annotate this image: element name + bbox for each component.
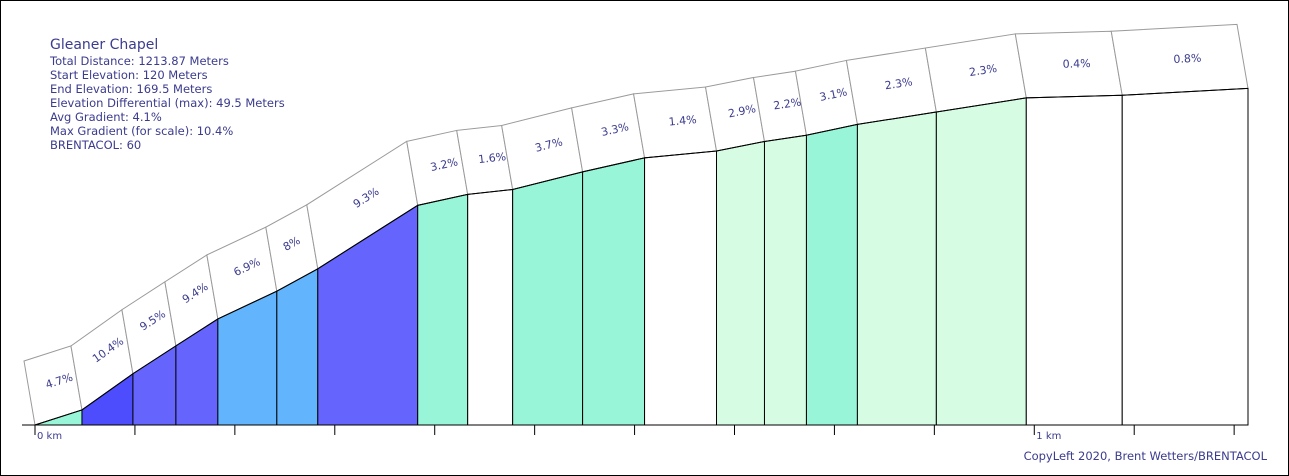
gradient-segment bbox=[467, 188, 514, 426]
gradient-segment bbox=[276, 267, 319, 426]
gradient-segment bbox=[805, 123, 858, 426]
gradient-label: 3.1% bbox=[818, 85, 848, 104]
copyright-notice: CopyLeft 2020, Brent Wetters/BRENTACOL bbox=[1023, 449, 1267, 463]
gradient-segment bbox=[644, 150, 718, 426]
gradient-label: 0.8% bbox=[1173, 52, 1202, 67]
profile-line bbox=[34, 87, 1249, 426]
gradient-segment bbox=[935, 97, 1027, 426]
gradient-segment bbox=[716, 140, 765, 426]
start-elevation: Start Elevation: 120 Meters bbox=[50, 68, 208, 82]
max-gradient: Max Gradient (for scale): 10.4% bbox=[50, 124, 234, 138]
avg-gradient: Avg Gradient: 4.1% bbox=[50, 110, 162, 124]
route-title: Gleaner Chapel bbox=[50, 37, 159, 53]
route-info: Gleaner Chapel Total Distance: 1213.87 M… bbox=[50, 37, 285, 152]
x-tick-label: 0 km bbox=[37, 431, 62, 442]
gradient-segment bbox=[856, 111, 937, 426]
gradient-label: 2.3% bbox=[884, 75, 914, 92]
gradient-label: 2.3% bbox=[968, 62, 998, 79]
gradient-label: 1.6% bbox=[478, 150, 507, 166]
gradient-segment bbox=[763, 134, 807, 426]
gradient-segment bbox=[512, 171, 584, 426]
gradient-label: 3.3% bbox=[600, 120, 630, 139]
gradient-segment bbox=[417, 193, 469, 426]
total-distance: Total Distance: 1213.87 Meters bbox=[50, 54, 229, 68]
gradient-label: 2.9% bbox=[727, 102, 757, 120]
gradient-label: 0.4% bbox=[1062, 57, 1090, 71]
end-elevation: End Elevation: 169.5 Meters bbox=[50, 82, 213, 96]
gradient-label: 2.2% bbox=[772, 96, 802, 113]
gradient-label: 3.2% bbox=[429, 155, 459, 174]
gradient-label: 1.4% bbox=[668, 113, 697, 129]
gradient-segment bbox=[582, 157, 646, 426]
x-tick-label: 1 km bbox=[1036, 431, 1061, 442]
brentacol-score: BRENTACOL: 60 bbox=[50, 138, 142, 152]
elevation-differential: Elevation Differential (max): 49.5 Meter… bbox=[50, 96, 285, 110]
gradient-segment bbox=[1121, 87, 1249, 426]
gradient-segment bbox=[1025, 94, 1123, 426]
